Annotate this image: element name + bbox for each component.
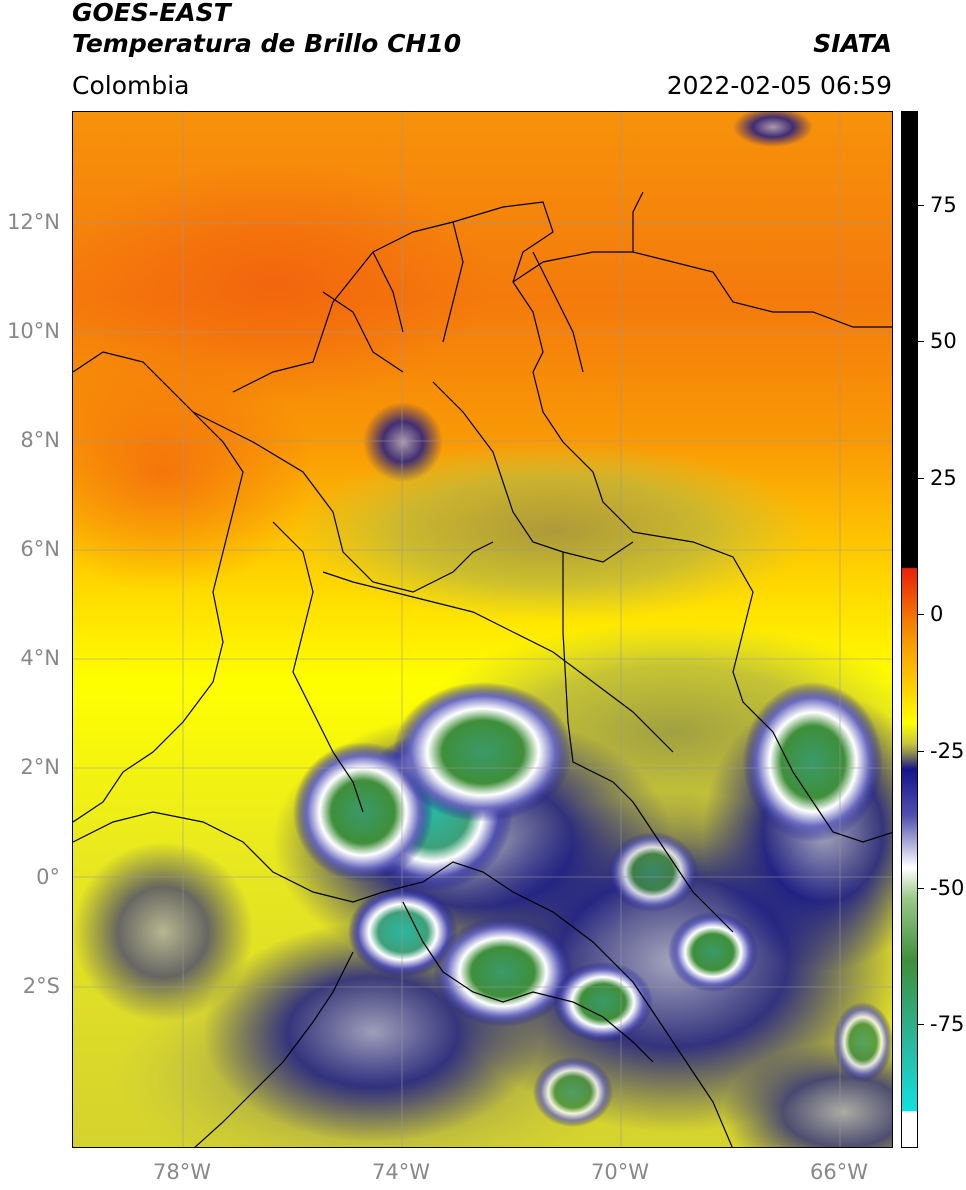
colorbar-tick <box>918 614 924 615</box>
colorbar-tick <box>918 478 924 479</box>
lat-label-0: 0° <box>36 865 60 889</box>
colorbar-label-minus50: -50 <box>930 876 965 900</box>
borders <box>73 191 892 1147</box>
colorbar-gradient <box>902 112 917 1147</box>
lat-label-6n: 6°N <box>20 537 60 561</box>
lon-label-70w: 70°W <box>591 1160 649 1184</box>
lat-label-12n: 12°N <box>7 210 60 234</box>
lat-label-4n: 4°N <box>20 646 60 670</box>
colorbar-label-minus25: -25 <box>930 739 965 763</box>
colorbar <box>901 111 918 1148</box>
colorbar-tick <box>918 205 924 206</box>
lat-label-2n: 2°N <box>20 755 60 779</box>
datetime-label: 2022-02-05 06:59 <box>666 71 892 100</box>
colorbar-label-0: 0 <box>930 602 944 626</box>
region-label: Colombia <box>72 71 190 100</box>
colorbar-tick <box>918 341 924 342</box>
lat-label-2s: 2°S <box>22 974 60 998</box>
colorbar-label-75: 75 <box>930 193 957 217</box>
satellite-title: GOES-EAST <box>72 0 231 27</box>
agency-title: SIATA <box>813 29 892 58</box>
colorbar-label-50: 50 <box>930 329 957 353</box>
product-title: Temperatura de Brillo CH10 <box>72 29 462 58</box>
lon-label-78w: 78°W <box>153 1160 211 1184</box>
lat-label-8n: 8°N <box>20 428 60 452</box>
colorbar-tick <box>918 1024 924 1025</box>
lon-label-74w: 74°W <box>372 1160 430 1184</box>
map-canvas <box>73 112 892 1147</box>
lon-label-66w: 66°W <box>810 1160 868 1184</box>
graticule <box>73 112 892 1147</box>
lat-label-10n: 10°N <box>7 319 60 343</box>
colorbar-tick <box>918 888 924 889</box>
colorbar-tick <box>918 751 924 752</box>
colorbar-label-25: 25 <box>930 466 957 490</box>
colorbar-label-minus75: -75 <box>930 1012 965 1036</box>
satellite-map[interactable] <box>72 111 893 1148</box>
